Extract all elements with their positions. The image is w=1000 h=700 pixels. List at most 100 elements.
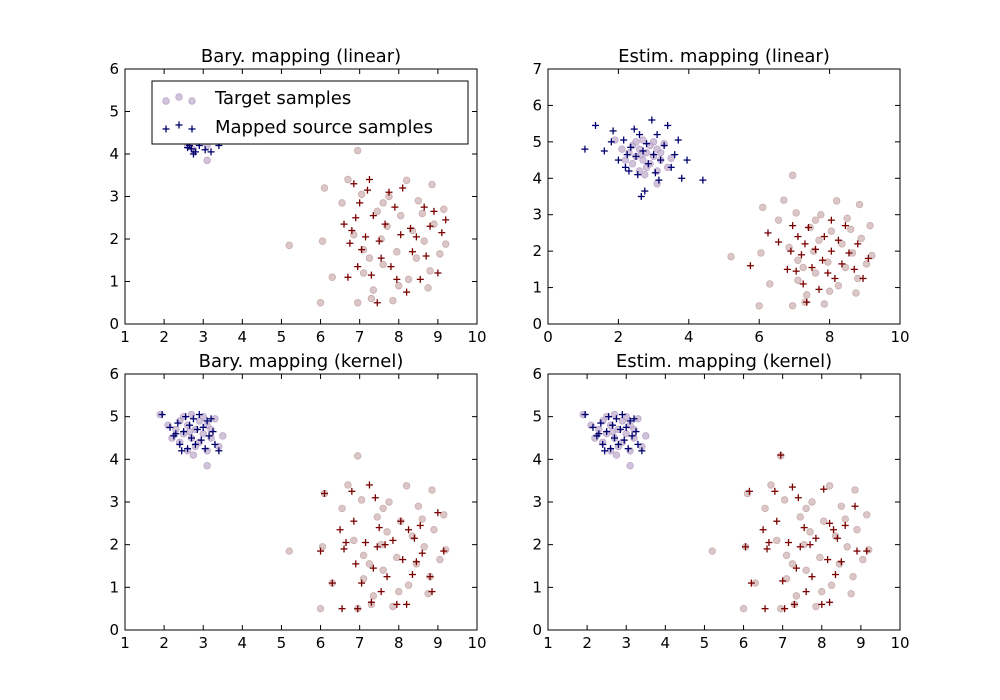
source-point — [653, 131, 661, 139]
source-point — [674, 136, 682, 144]
target-point — [404, 581, 413, 589]
y-tick-label: 6 — [532, 365, 542, 383]
source-point — [389, 536, 397, 544]
source-point — [618, 411, 626, 419]
source-point — [609, 127, 617, 135]
x-tick-label: 3 — [621, 634, 631, 652]
source-point — [203, 417, 211, 425]
source-point — [621, 163, 629, 171]
x-tick-label: 1 — [543, 634, 553, 652]
source-point — [667, 163, 675, 171]
source-point — [207, 415, 215, 423]
plot-area — [125, 374, 477, 630]
y-tick-label: 1 — [109, 273, 119, 291]
target-point — [802, 504, 810, 513]
source-point — [595, 430, 603, 438]
target-point — [369, 592, 378, 600]
x-tick-label: 0 — [543, 328, 553, 346]
source-point — [833, 534, 841, 542]
source-point — [393, 275, 401, 283]
source-point — [609, 421, 617, 429]
x-tick-label: 4 — [238, 328, 248, 346]
target-point — [354, 146, 362, 155]
source-point — [785, 539, 793, 547]
y-tick-label: 0 — [109, 621, 119, 639]
target-point — [379, 504, 387, 513]
source-point — [365, 481, 373, 489]
target-point — [857, 234, 865, 243]
source-point — [201, 146, 209, 154]
target-point — [393, 553, 401, 562]
target-point — [440, 511, 448, 519]
source-point — [189, 150, 197, 158]
source-point — [761, 605, 769, 613]
target-point — [794, 276, 802, 284]
x-tick-label: 8 — [394, 634, 404, 652]
x-tick-label: 5 — [700, 634, 710, 652]
target-point — [402, 482, 411, 490]
y-tick-label: 2 — [532, 536, 542, 554]
y-tick-label: 4 — [109, 450, 119, 468]
target-point — [412, 254, 421, 262]
x-tick-label: 10 — [890, 328, 909, 346]
source-point — [815, 285, 823, 293]
y-tick-label: 6 — [109, 365, 119, 383]
source-point — [350, 517, 358, 525]
source-point — [610, 434, 618, 442]
target-point — [827, 227, 836, 235]
source-point — [600, 147, 608, 155]
target-point — [656, 149, 665, 157]
target-point — [338, 199, 346, 207]
source-point — [403, 288, 411, 296]
subplot-title: Bary. mapping (linear) — [201, 46, 401, 67]
target-point — [859, 555, 867, 564]
source-point — [193, 425, 201, 433]
source-point — [637, 193, 645, 200]
target-point — [354, 299, 362, 307]
source-point — [408, 571, 416, 579]
source-point — [375, 237, 383, 245]
source-point — [607, 445, 615, 453]
target-point — [803, 291, 811, 299]
subplot-estim-linear: 0 2 4 6 8 10 0 1 2 3 4 5 6 7 Estim. mapping (linear) — [532, 46, 909, 346]
target-point — [788, 560, 797, 568]
source-point — [622, 423, 630, 431]
source-point — [683, 156, 691, 164]
target-point — [852, 289, 860, 297]
y-tick-label: 0 — [532, 315, 542, 333]
target-point — [639, 136, 647, 144]
target-point — [802, 566, 810, 574]
source-point — [430, 207, 438, 215]
source-point — [841, 222, 849, 230]
target-point — [430, 526, 438, 534]
target-point — [782, 551, 791, 560]
target-point — [385, 498, 393, 506]
source-point — [399, 556, 407, 564]
target-point — [824, 258, 832, 266]
target-point — [365, 560, 374, 568]
target-point — [395, 282, 403, 290]
x-tick-label: 4 — [238, 634, 248, 652]
target-point — [389, 296, 397, 305]
target-point — [796, 513, 804, 521]
source-point — [678, 174, 686, 182]
target-point — [428, 180, 436, 189]
source-point — [783, 265, 791, 273]
target-point — [373, 513, 381, 521]
source-point — [420, 203, 428, 211]
target-point — [792, 592, 801, 600]
target-point — [189, 451, 198, 459]
target-point — [847, 225, 855, 233]
target-point — [357, 496, 366, 504]
x-tick-label: 9 — [433, 328, 443, 346]
source-point — [626, 417, 634, 425]
y-tick-label: 4 — [532, 450, 542, 468]
source-point — [158, 411, 166, 419]
y-tick-label: 5 — [532, 408, 542, 426]
source-point — [812, 245, 820, 253]
target-point — [774, 216, 783, 224]
source-point — [831, 274, 839, 282]
source-point — [597, 419, 605, 427]
x-tick-label: 3 — [198, 328, 208, 346]
